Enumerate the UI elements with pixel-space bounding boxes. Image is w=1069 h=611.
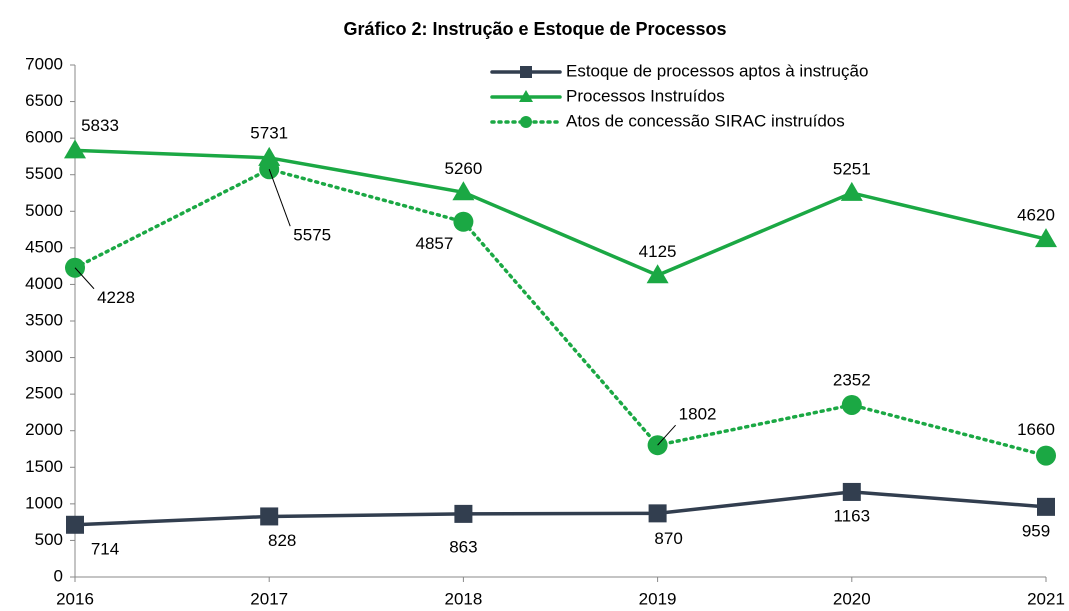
y-tick-label: 5500 [25, 164, 63, 183]
y-tick-label: 4000 [25, 274, 63, 293]
leader-line [268, 169, 291, 227]
x-tick-label: 2018 [444, 589, 482, 608]
y-tick-label: 5000 [25, 201, 63, 220]
data-label: 1660 [1017, 420, 1055, 439]
data-point [646, 264, 669, 284]
data-label: 5731 [250, 123, 288, 142]
y-tick-label: 1000 [25, 493, 63, 512]
data-label: 2352 [833, 370, 871, 389]
y-tick-label: 2000 [25, 420, 63, 439]
y-tick-label: 6500 [25, 91, 63, 110]
y-tick-label: 7000 [25, 54, 63, 73]
data-point [64, 139, 86, 159]
data-point [453, 211, 474, 232]
y-tick-label: 3000 [25, 347, 63, 366]
y-tick-label: 500 [35, 530, 63, 549]
legend-label: Estoque de processos aptos à instrução [566, 61, 868, 80]
data-point [842, 482, 861, 501]
data-label: 5251 [833, 159, 871, 178]
series-line [73, 167, 1048, 458]
y-tick-label: 2500 [25, 384, 63, 403]
data-label: 1802 [679, 405, 717, 424]
data-label: 4857 [415, 234, 453, 253]
data-label: 870 [654, 529, 682, 548]
y-tick-label: 1500 [25, 457, 63, 476]
legend-marker [520, 66, 532, 78]
data-point [452, 181, 475, 201]
series-line [73, 490, 1048, 527]
x-tick-label: 2017 [250, 589, 288, 608]
chart-title: Gráfico 2: Instrução e Estoque de Proces… [343, 19, 726, 39]
y-tick-label: 6000 [25, 128, 63, 147]
data-point [1036, 445, 1056, 466]
data-point [1035, 228, 1057, 248]
data-label: 5260 [444, 159, 482, 178]
data-point [454, 504, 473, 523]
data-point [260, 507, 279, 526]
x-tick-label: 2021 [1027, 589, 1065, 608]
data-point [66, 515, 84, 534]
leader-line [657, 424, 676, 446]
x-tick-label: 2016 [56, 589, 94, 608]
data-label: 4620 [1017, 206, 1055, 225]
leader-line [74, 267, 95, 290]
data-point [1037, 497, 1055, 516]
data-label: 5833 [81, 116, 119, 135]
legend-label: Atos de concessão SIRAC instruídos [566, 111, 845, 130]
legend-marker [520, 116, 532, 128]
legend-label: Processos Instruídos [566, 86, 725, 105]
series-line [73, 148, 1048, 278]
x-tick-label: 2019 [639, 589, 677, 608]
legend-marker [519, 90, 533, 102]
data-label: 959 [1022, 521, 1050, 540]
data-point [841, 394, 862, 415]
y-tick-label: 3500 [25, 310, 63, 329]
x-tick-label: 2020 [833, 589, 871, 608]
data-label: 4125 [639, 242, 677, 261]
data-label: 828 [268, 531, 296, 550]
y-tick-label: 4500 [25, 237, 63, 256]
data-label: 863 [449, 537, 477, 556]
y-tick-label: 0 [54, 566, 63, 585]
data-label: 1163 [834, 506, 871, 525]
data-label: 4228 [97, 288, 135, 307]
data-label: 5575 [293, 226, 331, 245]
data-point [840, 181, 863, 201]
data-point [648, 504, 667, 523]
data-label: 714 [91, 539, 119, 558]
